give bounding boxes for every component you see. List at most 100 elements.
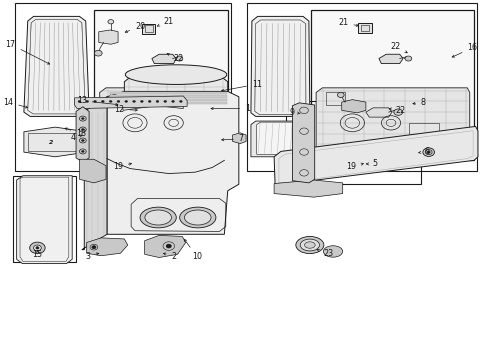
Text: 22: 22 — [167, 53, 183, 63]
Text: 16: 16 — [451, 43, 476, 57]
Circle shape — [34, 245, 41, 251]
Circle shape — [78, 100, 81, 103]
Text: 3: 3 — [85, 252, 99, 261]
Polygon shape — [122, 98, 183, 111]
Polygon shape — [315, 88, 469, 160]
Circle shape — [393, 109, 402, 115]
Circle shape — [148, 100, 151, 103]
Polygon shape — [274, 180, 342, 197]
Polygon shape — [256, 122, 305, 154]
Text: 22: 22 — [389, 41, 407, 53]
Circle shape — [176, 56, 183, 61]
Polygon shape — [378, 54, 402, 64]
Circle shape — [156, 100, 159, 103]
Text: 22: 22 — [388, 106, 405, 115]
Bar — [188, 123, 217, 137]
Ellipse shape — [144, 210, 171, 225]
Circle shape — [166, 244, 171, 248]
Bar — [408, 123, 438, 137]
Circle shape — [422, 148, 433, 157]
Circle shape — [81, 129, 84, 131]
Ellipse shape — [140, 207, 176, 228]
Text: 1: 1 — [210, 104, 249, 113]
Circle shape — [109, 100, 112, 103]
Bar — [15, 3, 230, 171]
Bar — [246, 3, 476, 171]
Polygon shape — [144, 235, 185, 257]
Text: 9: 9 — [289, 108, 299, 117]
Text: 19: 19 — [113, 162, 131, 171]
Bar — [110, 93, 127, 105]
Ellipse shape — [125, 65, 226, 85]
Text: 6: 6 — [418, 147, 429, 156]
Circle shape — [93, 100, 96, 103]
Polygon shape — [86, 238, 127, 256]
Circle shape — [404, 56, 411, 61]
Polygon shape — [24, 17, 89, 116]
Text: 23: 23 — [316, 249, 333, 258]
Polygon shape — [107, 91, 238, 234]
Polygon shape — [17, 176, 72, 264]
Circle shape — [163, 100, 166, 103]
Ellipse shape — [304, 242, 315, 248]
Bar — [110, 92, 226, 94]
Circle shape — [337, 93, 344, 98]
Text: 14: 14 — [3, 98, 28, 108]
Bar — [13, 176, 76, 262]
Circle shape — [85, 100, 88, 103]
Circle shape — [92, 246, 96, 249]
Text: 10: 10 — [184, 239, 202, 261]
Polygon shape — [124, 76, 227, 97]
Ellipse shape — [184, 210, 211, 225]
Circle shape — [140, 100, 143, 103]
Polygon shape — [292, 103, 314, 183]
Text: 11: 11 — [221, 80, 262, 91]
Polygon shape — [341, 100, 365, 113]
Ellipse shape — [323, 246, 342, 257]
Circle shape — [108, 19, 114, 24]
Text: 4: 4 — [71, 132, 82, 141]
Text: 5: 5 — [366, 159, 377, 168]
Polygon shape — [24, 127, 86, 157]
Text: 19: 19 — [346, 162, 363, 171]
Bar — [28, 133, 82, 151]
Polygon shape — [250, 121, 309, 157]
Ellipse shape — [179, 207, 216, 228]
Circle shape — [81, 150, 84, 153]
Bar — [110, 99, 226, 101]
Polygon shape — [365, 108, 391, 117]
Polygon shape — [232, 133, 245, 144]
Bar — [357, 23, 371, 33]
Circle shape — [132, 100, 135, 103]
Polygon shape — [79, 159, 106, 183]
Circle shape — [81, 139, 84, 141]
Polygon shape — [81, 97, 107, 249]
Circle shape — [101, 100, 104, 103]
Polygon shape — [250, 17, 309, 116]
Text: 2: 2 — [49, 140, 53, 145]
Text: 12: 12 — [114, 105, 137, 114]
Circle shape — [30, 242, 45, 253]
Text: 15: 15 — [32, 250, 42, 259]
Text: 13: 13 — [77, 96, 118, 105]
Circle shape — [179, 100, 182, 103]
Bar — [360, 24, 368, 31]
Bar — [94, 10, 227, 160]
Bar — [110, 102, 226, 104]
Polygon shape — [76, 107, 89, 162]
Text: 17: 17 — [5, 40, 50, 64]
Ellipse shape — [295, 237, 323, 253]
Polygon shape — [99, 30, 118, 44]
Bar — [110, 95, 226, 98]
Polygon shape — [274, 126, 477, 184]
Text: 21: 21 — [157, 17, 173, 26]
Bar — [325, 93, 345, 105]
Text: 8: 8 — [412, 98, 425, 107]
Circle shape — [427, 151, 429, 153]
Polygon shape — [100, 88, 224, 160]
Text: 20: 20 — [125, 22, 145, 32]
Circle shape — [425, 150, 431, 155]
Bar — [142, 23, 155, 33]
Text: 2: 2 — [163, 252, 176, 261]
Circle shape — [81, 117, 84, 120]
